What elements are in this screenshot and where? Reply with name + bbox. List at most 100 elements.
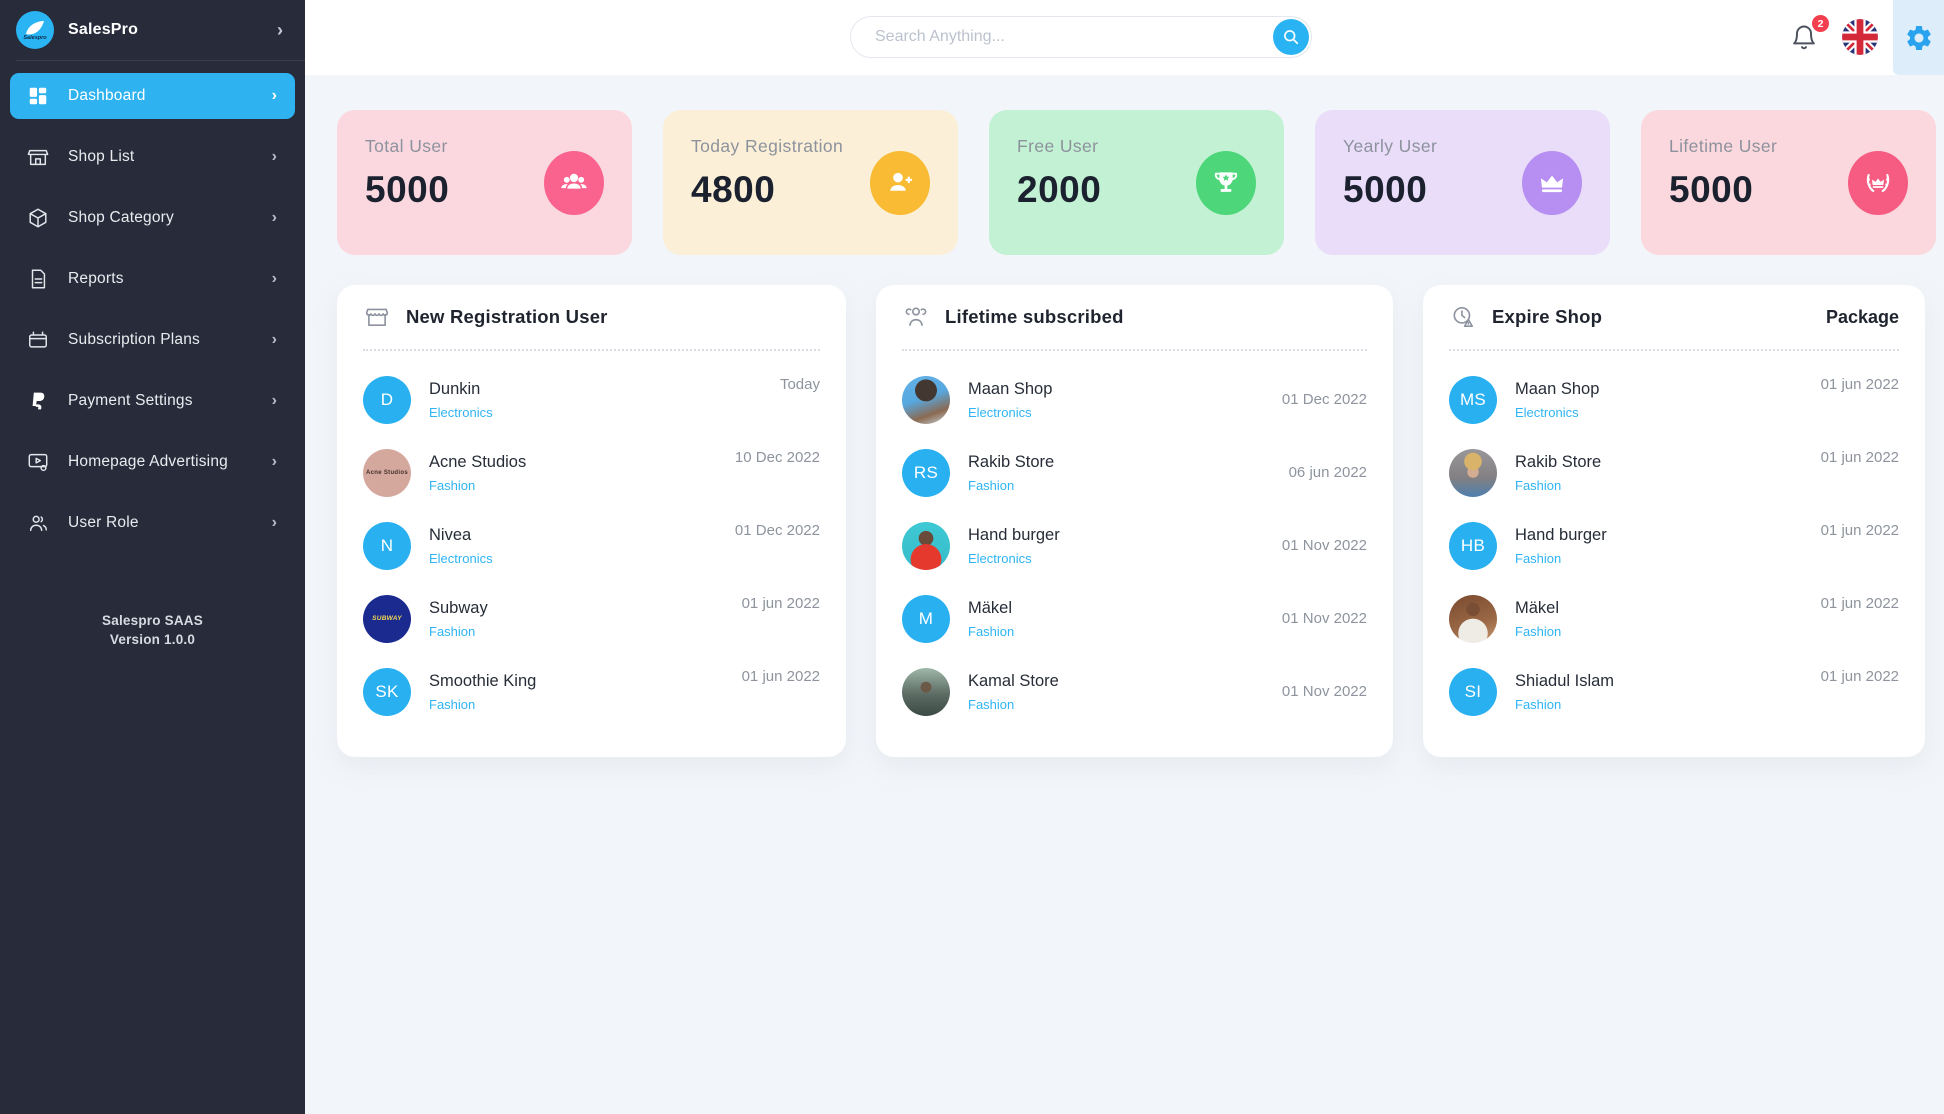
sidebar-item-dashboard[interactable]: Dashboard › xyxy=(10,73,295,119)
crown-icon xyxy=(1522,151,1582,215)
list-item[interactable]: RS Rakib Store Fashion 06 jun 2022 xyxy=(902,436,1367,509)
list-item[interactable]: Acne Studios Acne Studios Fashion 10 Dec… xyxy=(363,436,820,509)
search-bar xyxy=(850,16,1312,58)
notification-badge: 2 xyxy=(1812,15,1829,32)
shop-category-link[interactable]: Electronics xyxy=(968,550,1032,566)
avatar-text: SI xyxy=(1464,681,1482,701)
shop-name: Shiadul Islam xyxy=(1515,671,1615,690)
date-label: 01 jun 2022 xyxy=(741,668,820,685)
stat-value: 5000 xyxy=(1343,169,1428,210)
shop-name: Maan Shop xyxy=(1515,379,1600,398)
chevron-right-icon: › xyxy=(271,87,277,104)
shop-category-link[interactable]: Electronics xyxy=(968,404,1032,420)
laurel-crown-icon xyxy=(1848,151,1908,215)
sidebar-item-homepage-advertising[interactable]: Homepage Advertising › xyxy=(10,439,295,485)
date-label: 01 jun 2022 xyxy=(1820,668,1899,685)
panel-title: Lifetime subscribed xyxy=(945,306,1124,327)
list-item[interactable]: MS Maan Shop Electronics 01 jun 2022 xyxy=(1449,363,1899,436)
stat-label: Total User xyxy=(365,136,448,156)
chevron-right-icon: › xyxy=(271,209,277,226)
list-item[interactable]: SI Shiadul Islam Fashion 01 jun 2022 xyxy=(1449,655,1899,728)
sidebar-item-shop-category[interactable]: Shop Category › xyxy=(10,195,295,241)
stat-label: Yearly User xyxy=(1343,136,1438,156)
list-item[interactable]: M Mäkel Fashion 01 Nov 2022 xyxy=(902,582,1367,655)
shop-category-link[interactable]: Fashion xyxy=(429,696,476,712)
stat-card-total-user: Total User 5000 xyxy=(337,110,632,255)
list-item[interactable]: D Dunkin Electronics Today xyxy=(363,363,820,436)
sidebar-item-label: Shop Category xyxy=(68,209,174,226)
stats-row: Total User 5000 Today Registration 4800 xyxy=(337,110,1936,255)
panel-rows: Maan Shop Electronics 01 Dec 2022 RS Rak… xyxy=(902,351,1367,728)
panel-lifetime-subscribed: Lifetime subscribed Maan Shop Electronic… xyxy=(876,285,1393,757)
chevron-right-icon: › xyxy=(271,148,277,165)
shop-category-link[interactable]: Fashion xyxy=(1515,623,1562,639)
panel-new-registration-user: New Registration User D Dunkin Electroni… xyxy=(337,285,846,757)
panel-header: Expire Shop Package xyxy=(1449,285,1899,351)
sidebar-item-subscription-plans[interactable]: Subscription Plans › xyxy=(10,317,295,363)
list-item[interactable]: SUBWAY Subway Fashion 01 jun 2022 xyxy=(363,582,820,655)
list-item[interactable]: Maan Shop Electronics 01 Dec 2022 xyxy=(902,363,1367,436)
shop-category-link[interactable]: Fashion xyxy=(968,477,1015,493)
panel-header: Lifetime subscribed xyxy=(902,285,1367,351)
list-item[interactable]: SK Smoothie King Fashion 01 jun 2022 xyxy=(363,655,820,728)
stat-label: Lifetime User xyxy=(1669,136,1778,156)
shop-category-link[interactable]: Electronics xyxy=(429,550,493,566)
list-item[interactable]: HB Hand burger Fashion 01 jun 2022 xyxy=(1449,509,1899,582)
stat-label: Today Registration xyxy=(691,136,844,156)
search-icon xyxy=(1281,27,1301,47)
shop-category-link[interactable]: Fashion xyxy=(429,477,476,493)
shop-category-link[interactable]: Electronics xyxy=(429,404,493,420)
dashboard-grid-icon xyxy=(26,84,50,108)
date-label: 01 Nov 2022 xyxy=(1281,610,1367,627)
search-input[interactable] xyxy=(850,16,1312,58)
sidebar-item-user-role[interactable]: User Role › xyxy=(10,500,295,546)
users-icon xyxy=(26,511,50,535)
avatar-text: MS xyxy=(1459,389,1487,409)
shop-name: Rakib Store xyxy=(968,452,1055,471)
avatar-text: N xyxy=(380,535,394,555)
shop-category-link[interactable]: Fashion xyxy=(429,623,476,639)
shop-name: Nivea xyxy=(429,525,472,544)
search-button[interactable] xyxy=(1273,19,1309,55)
avatar: M xyxy=(902,594,950,643)
chevron-right-icon: › xyxy=(271,514,277,531)
avatar: MS xyxy=(1449,375,1497,424)
trophy-icon xyxy=(1196,151,1256,215)
list-item[interactable]: Rakib Store Fashion 01 jun 2022 xyxy=(1449,436,1899,509)
sidebar-item-shop-list[interactable]: Shop List › xyxy=(10,134,295,180)
list-item[interactable]: N Nivea Electronics 01 Dec 2022 xyxy=(363,509,820,582)
sidebar-item-payment-settings[interactable]: Payment Settings › xyxy=(10,378,295,424)
stat-card-yearly-user: Yearly User 5000 xyxy=(1315,110,1610,255)
list-item[interactable]: Kamal Store Fashion 01 Nov 2022 xyxy=(902,655,1367,728)
shop-category-link[interactable]: Fashion xyxy=(1515,550,1562,566)
users-icon xyxy=(902,304,929,331)
notifications-button[interactable]: 2 xyxy=(1790,15,1829,54)
date-label: 01 jun 2022 xyxy=(1820,595,1899,612)
list-item[interactable]: Hand burger Electronics 01 Nov 2022 xyxy=(902,509,1367,582)
shop-name: Maan Shop xyxy=(968,379,1053,398)
sidebar-item-label: User Role xyxy=(68,514,139,531)
storefront-icon xyxy=(26,145,50,169)
chevron-right-icon: › xyxy=(271,331,277,348)
shop-category-link[interactable]: Electronics xyxy=(1515,404,1579,420)
cube-icon xyxy=(26,206,50,230)
shop-name: Hand burger xyxy=(968,525,1060,544)
language-flag-uk[interactable] xyxy=(1842,19,1878,55)
panel-rows: MS Maan Shop Electronics 01 jun 2022 Rak… xyxy=(1449,351,1899,728)
sidebar-divider xyxy=(16,60,305,61)
avatar: HB xyxy=(1449,521,1497,570)
shop-category-link[interactable]: Fashion xyxy=(1515,696,1562,712)
avatar-photo xyxy=(902,521,950,570)
list-item[interactable]: Mäkel Fashion 01 jun 2022 xyxy=(1449,582,1899,655)
brand[interactable]: Salespro SalesPro › xyxy=(0,0,305,60)
paypal-icon xyxy=(26,389,50,413)
shop-category-link[interactable]: Fashion xyxy=(1515,477,1562,493)
shop-category-link[interactable]: Fashion xyxy=(968,696,1015,712)
shop-category-link[interactable]: Fashion xyxy=(968,623,1015,639)
sidebar-item-reports[interactable]: Reports › xyxy=(10,256,295,302)
panel-rows: D Dunkin Electronics Today Acne Studios … xyxy=(363,351,820,728)
date-label: 10 Dec 2022 xyxy=(734,449,820,466)
chevron-right-icon: › xyxy=(271,392,277,409)
shop-name: Acne Studios xyxy=(429,452,527,471)
settings-panel-toggle[interactable] xyxy=(1893,0,1944,75)
